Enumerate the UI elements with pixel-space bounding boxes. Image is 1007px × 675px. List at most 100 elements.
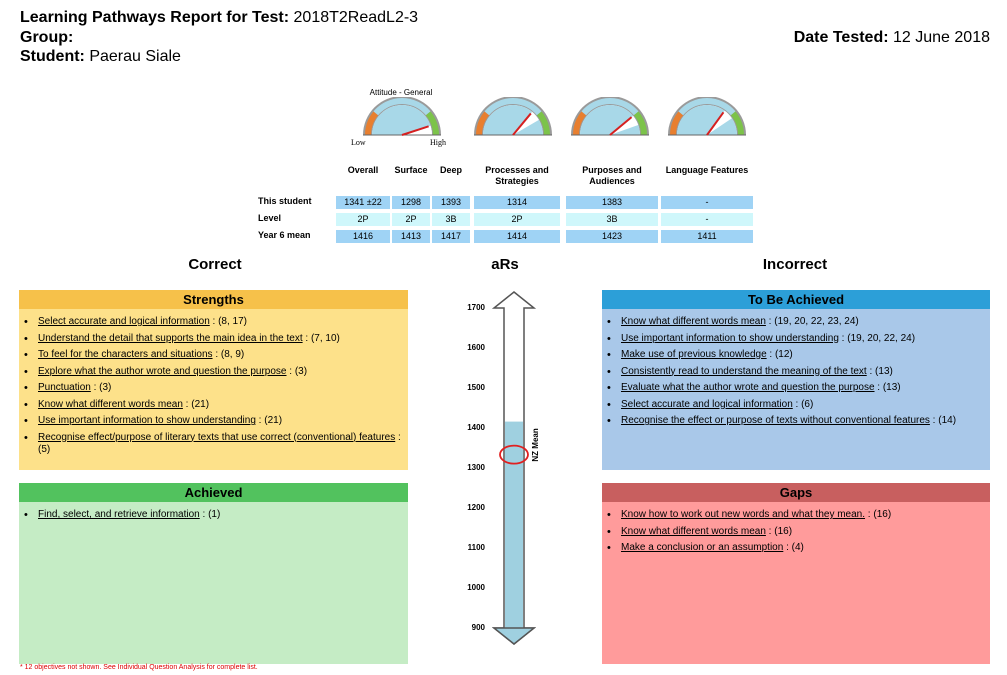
scale-arrow-bottom-head xyxy=(491,627,537,645)
objective-link[interactable]: Explore what the author wrote and questi… xyxy=(38,365,287,377)
objective-link[interactable]: Recognise effect/purpose of literary tex… xyxy=(38,431,396,443)
table-cell: 1414 xyxy=(474,230,560,243)
scale-mean-fill xyxy=(505,421,523,628)
objective-link[interactable]: Know how to work out new words and what … xyxy=(621,509,866,520)
objective-link[interactable]: Evaluate what the author wrote and quest… xyxy=(621,382,875,393)
strengths-box: Strengths Select accurate and logical in… xyxy=(19,290,408,470)
objective-refs: : (14) xyxy=(929,415,957,426)
objective-item: Use important information to show unders… xyxy=(602,333,990,345)
row-label-this-student: This student xyxy=(258,196,312,206)
ars-heading: aRs xyxy=(491,256,519,273)
gauge-attitude xyxy=(363,97,441,136)
gaps-title: Gaps xyxy=(602,483,990,502)
objective-refs: : (7, 10) xyxy=(302,332,340,344)
objective-link[interactable]: Consistently read to understand the mean… xyxy=(621,365,867,377)
gauge-title: Attitude - General xyxy=(369,88,433,97)
gauge-language xyxy=(668,97,746,136)
table-cell: 1393 xyxy=(432,196,470,209)
ars-scale: NZ Mean xyxy=(491,291,540,645)
table-cell: 1417 xyxy=(432,230,470,243)
strengths-title: Strengths xyxy=(19,290,408,309)
objective-item: Make use of previous knowledge : (12) xyxy=(602,349,990,361)
scale-tick-label: 900 xyxy=(471,623,485,632)
objective-refs: : (12) xyxy=(766,349,793,360)
incorrect-heading: Incorrect xyxy=(762,256,828,273)
objective-refs: : (5) xyxy=(38,431,401,455)
objective-refs: : (21) xyxy=(255,415,283,426)
col-header-language: Language Features xyxy=(665,165,749,175)
test-name: 2018T2ReadL2-3 xyxy=(293,9,419,26)
objective-item: Explore what the author wrote and questi… xyxy=(19,366,408,378)
group-line: Group: xyxy=(20,29,74,46)
objective-refs: : (6) xyxy=(792,398,814,410)
objective-link[interactable]: Make use of previous knowledge xyxy=(621,349,767,360)
table-cell: 1423 xyxy=(566,230,658,243)
gauge-low-label: Low xyxy=(351,138,366,147)
to-be-achieved-box: To Be Achieved Know what different words… xyxy=(602,290,990,470)
strengths-list: Select accurate and logical information … xyxy=(19,316,408,456)
objective-link[interactable]: Punctuation xyxy=(38,382,91,393)
objective-link[interactable]: Make a conclusion or an assumption xyxy=(621,542,784,553)
student-line: Student: Paerau Siale xyxy=(20,48,181,65)
table-cell: 1411 xyxy=(661,230,753,243)
objective-link[interactable]: Select accurate and logical information xyxy=(38,316,210,327)
gauge-high-label: High xyxy=(430,138,446,147)
objective-item: Punctuation : (3) xyxy=(19,382,408,394)
nz-mean-label: NZ Mean xyxy=(531,428,540,461)
objective-item: Evaluate what the author wrote and quest… xyxy=(602,382,990,394)
scale-tick-label: 1600 xyxy=(467,343,485,352)
table-cell: 3B xyxy=(432,213,470,226)
col-header-deep: Deep xyxy=(439,165,462,175)
objective-refs: : (21) xyxy=(182,398,210,410)
objective-refs: : (16) xyxy=(865,509,892,520)
footnote: * 12 objectives not shown. See Individua… xyxy=(20,664,258,671)
objective-link[interactable]: Select accurate and logical information xyxy=(621,398,793,410)
objective-link[interactable]: Know what different words mean xyxy=(621,316,766,327)
objective-link[interactable]: Recognise the effect or purpose of texts… xyxy=(621,415,930,426)
objective-refs: : (13) xyxy=(866,365,893,377)
objective-item: Know what different words mean : (21) xyxy=(19,399,408,411)
scale-tick-label: 1300 xyxy=(467,463,485,472)
to-be-achieved-title: To Be Achieved xyxy=(602,290,990,309)
objective-link[interactable]: Know what different words mean xyxy=(621,525,766,537)
table-cell: 2P xyxy=(336,213,390,226)
objective-refs: : (3) xyxy=(286,365,308,377)
scale-tick-label: 1000 xyxy=(467,583,485,592)
objective-link[interactable]: To feel for the characters and situation… xyxy=(38,349,213,360)
col-header-overall: Overall xyxy=(347,165,379,175)
objective-refs: : (8, 9) xyxy=(212,349,245,360)
objective-refs: : (13) xyxy=(874,382,901,393)
student-score-marker xyxy=(499,444,529,465)
objective-item: Recognise effect/purpose of literary tex… xyxy=(19,432,408,456)
objective-link[interactable]: Find, select, and retrieve information xyxy=(38,509,200,520)
gaps-box: Gaps Know how to work out new words and … xyxy=(602,483,990,664)
table-cell: 1413 xyxy=(392,230,430,243)
objective-item: Know what different words mean : (16) xyxy=(602,526,990,538)
objective-refs: : (19, 20, 22, 24) xyxy=(838,332,916,344)
objective-link[interactable]: Know what different words mean xyxy=(38,398,183,410)
col-header-purposes: Purposes and Audiences xyxy=(582,165,642,186)
gaps-list: Know how to work out new words and what … xyxy=(602,509,990,554)
table-cell: 1383 xyxy=(566,196,658,209)
student-name: Paerau Siale xyxy=(89,48,181,65)
objective-link[interactable]: Understand the detail that supports the … xyxy=(38,332,303,344)
objective-item: Know how to work out new words and what … xyxy=(602,509,990,521)
scale-tick-label: 1100 xyxy=(467,543,485,552)
objective-item: Understand the detail that supports the … xyxy=(19,333,408,345)
objective-link[interactable]: Use important information to show unders… xyxy=(38,415,256,426)
table-cell: 1314 xyxy=(474,196,560,209)
table-cell: - xyxy=(661,213,753,226)
row-label-level: Level xyxy=(258,213,282,223)
date-tested: Date Tested: 12 June 2018 xyxy=(793,29,990,46)
objective-refs: : (19, 20, 22, 23, 24) xyxy=(765,316,859,327)
col-header-processes: Processes and Strategies xyxy=(485,165,549,186)
table-cell: 1298 xyxy=(392,196,430,209)
row-label-year6-mean: Year 6 mean xyxy=(258,230,311,240)
objective-link[interactable]: Use important information to show unders… xyxy=(621,332,839,344)
col-header-surface: Surface xyxy=(394,165,428,175)
table-cell: 2P xyxy=(474,213,560,226)
scale-tick-label: 1200 xyxy=(467,503,485,512)
report-title: Learning Pathways Report for Test: 2018T… xyxy=(20,9,419,26)
achieved-list: Find, select, and retrieve information :… xyxy=(19,509,408,521)
objective-item: Make a conclusion or an assumption : (4) xyxy=(602,542,990,554)
